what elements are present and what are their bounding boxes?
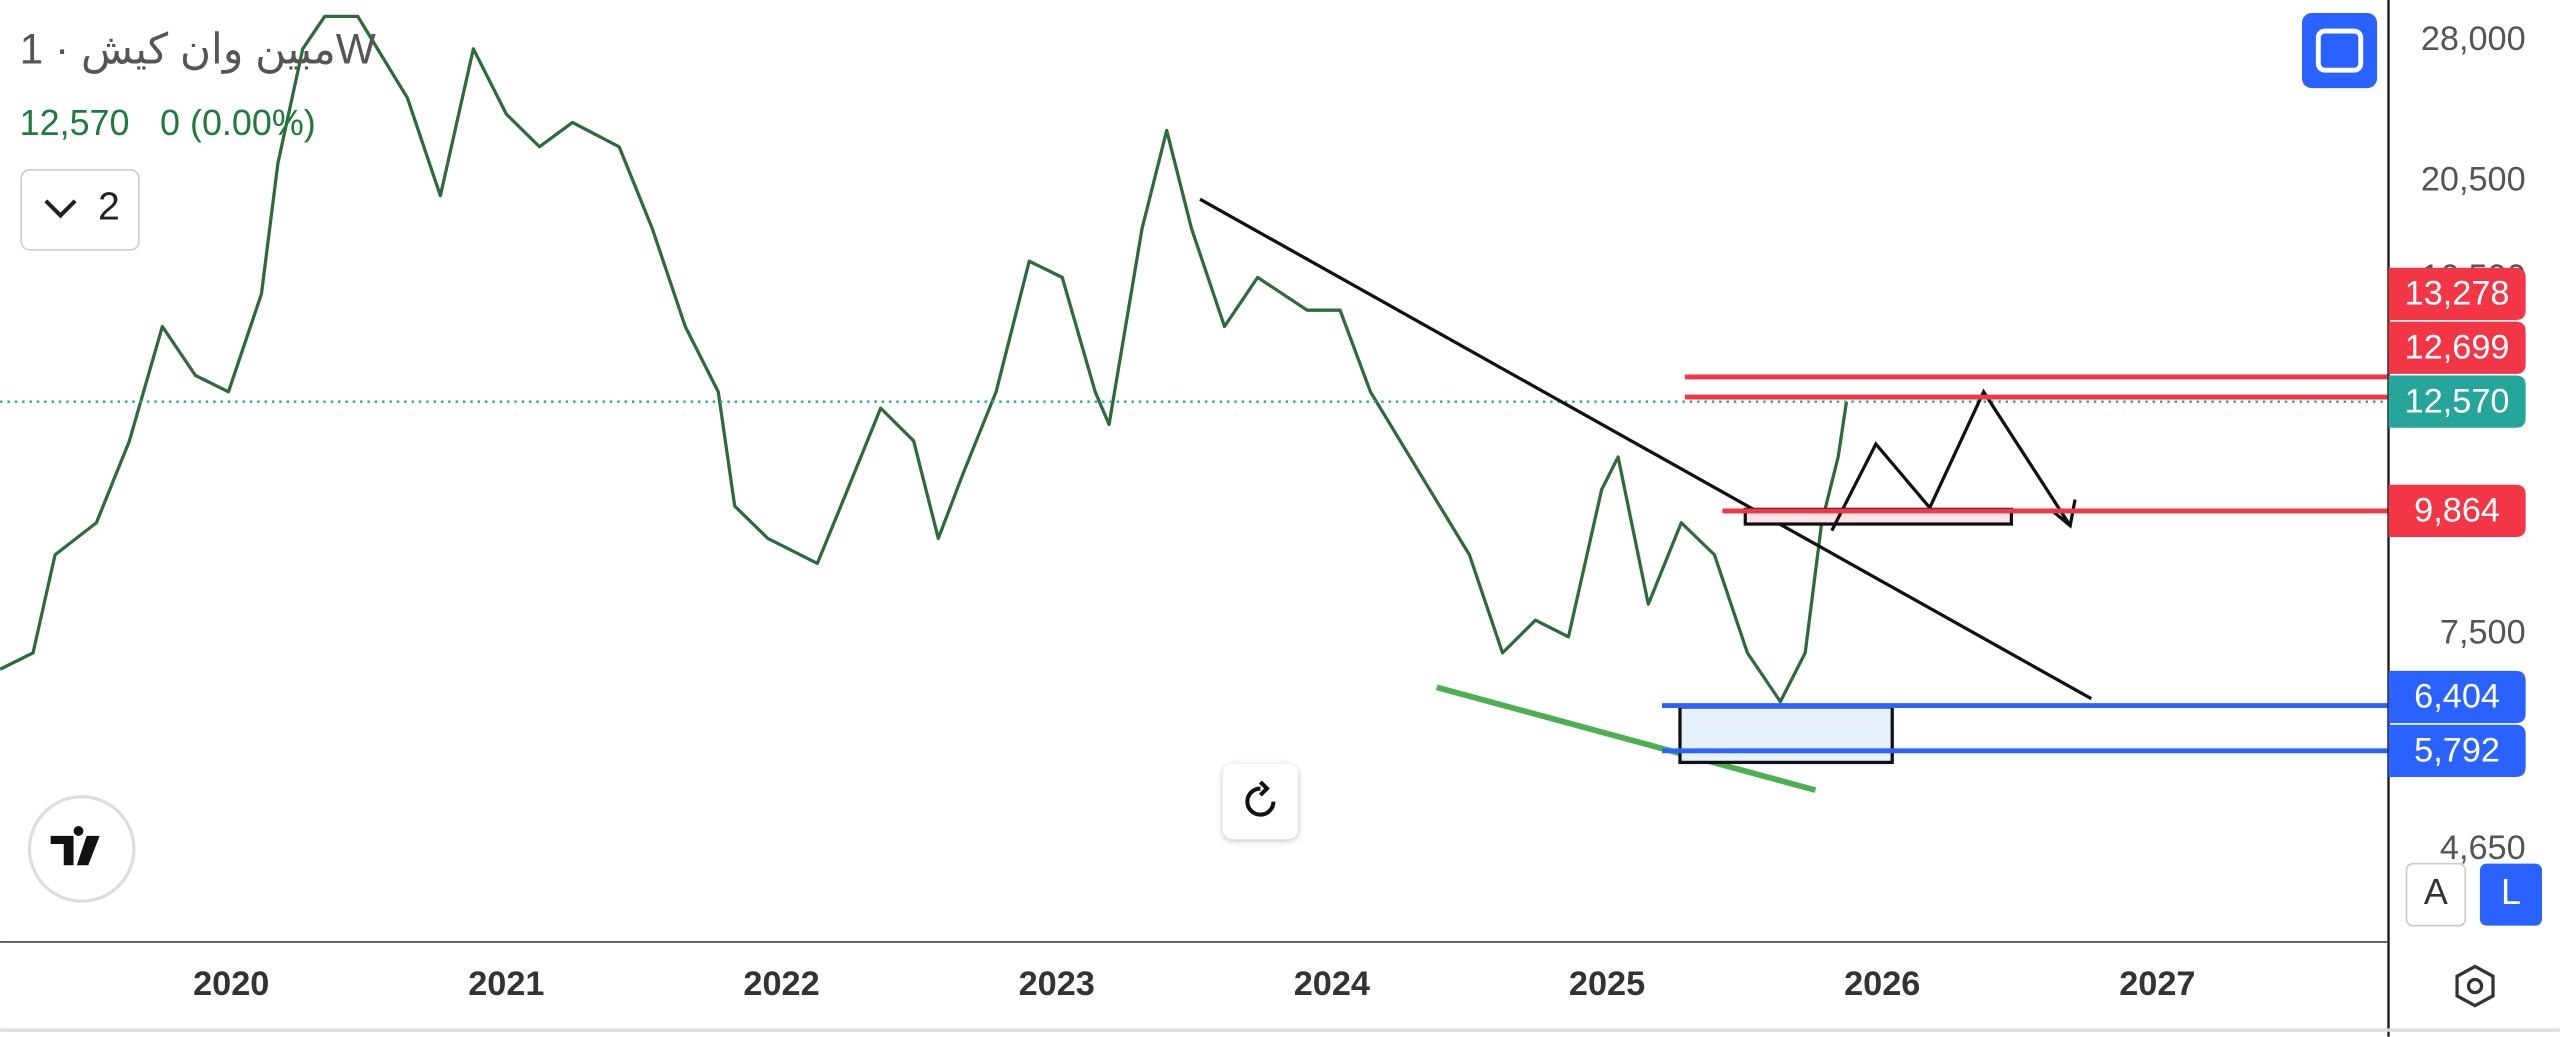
indicator-toggle[interactable] — [20, 168, 140, 251]
log-scale-label: L — [2501, 871, 2521, 912]
price-label: 13,278 — [2405, 275, 2510, 313]
price-label-box — [2388, 267, 2526, 321]
x-tick-label: 2027 — [2119, 965, 2195, 1003]
chevron-icon — [44, 199, 77, 219]
price-label: 12,699 — [2405, 328, 2510, 366]
logo[interactable] — [27, 795, 136, 903]
x-tick-label: 2020 — [193, 965, 269, 1003]
y-tick-label: 20,500 — [2421, 160, 2526, 198]
price-label: 5,792 — [2414, 732, 2500, 770]
plot-area — [0, 14, 2389, 704]
settings-button[interactable] — [2455, 964, 2495, 1008]
symbol-title: مبین وان کیش · 1W — [20, 25, 376, 74]
y-tick-label: 7,500 — [2440, 613, 2526, 651]
x-tick-label: 2025 — [1569, 965, 1645, 1003]
price-line — [0, 14, 1849, 704]
x-tick-label: 2026 — [1844, 965, 1920, 1003]
fullscreen-icon — [2315, 28, 2364, 73]
price-label-box — [2388, 375, 2526, 428]
price-labels: 12,570 13,278 12,699 9,864 6,404 5,792 — [2388, 267, 2526, 777]
price-label: 9,864 — [2414, 492, 2500, 530]
fullscreen-button[interactable] — [2301, 13, 2378, 89]
auto-scale-label: A — [2424, 871, 2448, 912]
support-line — [1435, 684, 1817, 793]
price-label-box — [2388, 670, 2526, 724]
log-scale-button[interactable] — [2479, 863, 2542, 926]
demand-box — [1678, 705, 1894, 765]
projection-path — [1830, 388, 2077, 532]
y-tick-label: 28,000 — [2421, 20, 2526, 58]
replay-button[interactable] — [1222, 764, 1298, 840]
x-tick-label: 2023 — [1019, 965, 1095, 1003]
price-label-box — [2388, 484, 2526, 538]
indicator-count: 2 — [98, 185, 120, 228]
price-label-box — [2388, 321, 2526, 374]
last-price: 12,570 — [20, 102, 130, 143]
x-tick-label: 2024 — [1294, 965, 1370, 1003]
x-tick-label: 2022 — [743, 965, 819, 1003]
y-tick-label: 4,650 — [2440, 829, 2526, 867]
price-label-box — [2388, 724, 2526, 777]
price-change: 0 (0.00%) — [160, 102, 316, 143]
price-label: 6,404 — [2414, 678, 2500, 716]
x-tick-label: 2021 — [468, 965, 544, 1003]
price-label: 12,570 — [2405, 382, 2510, 420]
auto-scale-button[interactable] — [2405, 862, 2467, 927]
replay-icon — [1245, 780, 1276, 817]
logo-mark — [50, 826, 100, 866]
settings-icon — [2466, 977, 2484, 995]
drawings — [1199, 197, 2389, 793]
trend-line — [1199, 197, 2093, 701]
axes: 28,00020,50016,5007,5004,650202020212022… — [193, 20, 2526, 1003]
